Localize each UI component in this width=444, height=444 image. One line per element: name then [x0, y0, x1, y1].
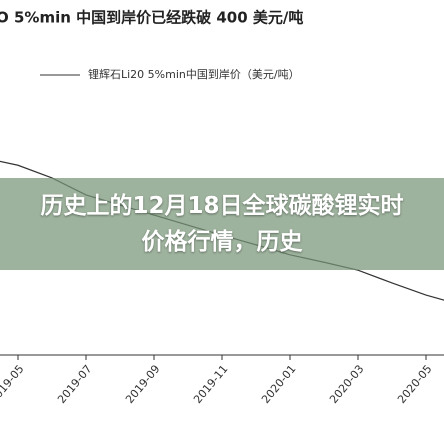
overlay-title: 历史上的12月18日全球碳酸锂实时价格行情，历史 [40, 193, 404, 255]
x-tick-label: 2019-09 [123, 363, 163, 407]
chart-title: O 5%min 中国到岸价已经跌破 400 美元/吨 [0, 9, 303, 27]
overlay-banner: 历史上的12月18日全球碳酸锂实时价格行情，历史 [0, 178, 444, 270]
x-tick-label: 2019-11 [191, 363, 231, 407]
x-tick-label: 2020-03 [327, 363, 367, 407]
x-tick-label: 2020-01 [259, 363, 299, 407]
x-tick-label: 2019-07 [55, 363, 95, 407]
legend-label: 锂辉石Li20 5%min中国到岸价（美元/吨） [88, 67, 300, 81]
x-tick-label: 2020-05 [395, 363, 435, 407]
x-tick-label: 2019-05 [0, 363, 27, 407]
